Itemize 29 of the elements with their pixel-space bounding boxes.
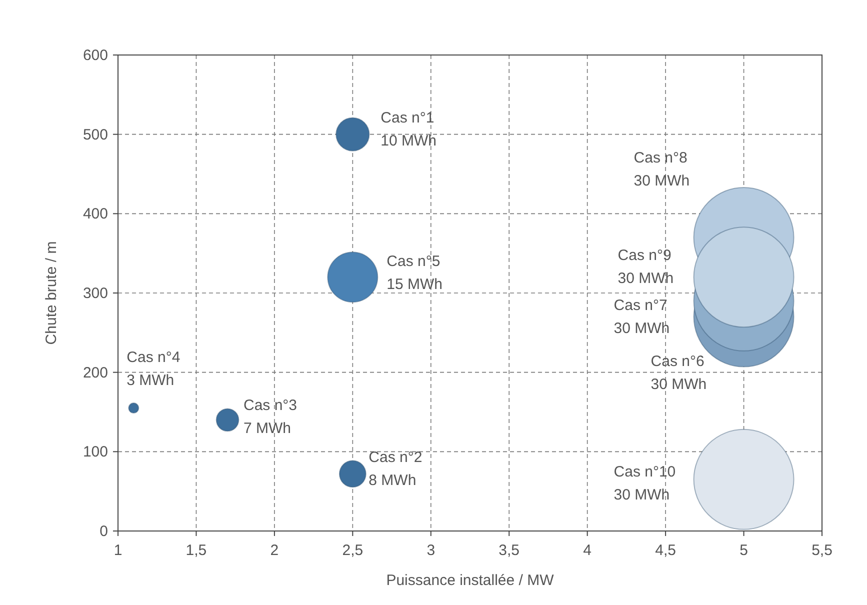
data-label: Cas n°7 30 MWh [614, 296, 670, 337]
x-tick-label: 1 [114, 542, 122, 559]
data-label: Cas n°10 30 MWh [614, 463, 676, 504]
x-tick-label: 5,5 [812, 542, 832, 559]
y-axis-title: Chute brute / m [43, 241, 60, 345]
data-label: Cas n°2 8 MWh [368, 448, 422, 489]
x-tick-label: 2,5 [342, 542, 364, 559]
x-tick-label: 3,5 [498, 542, 520, 559]
y-tick-label: 500 [82, 126, 108, 144]
data-label: Cas n°1 10 MWh [380, 109, 437, 150]
x-tick-label: 5 [740, 542, 748, 559]
data-label: Cas n°6 30 MWh [650, 352, 707, 393]
x-tick-label: 4,5 [655, 542, 676, 559]
x-tick-label: 3 [426, 542, 436, 559]
data-label: Cas n°4 3 MWh [126, 349, 180, 390]
x-tick-label: 1,5 [186, 542, 207, 559]
y-tick-label: 600 [82, 47, 108, 64]
y-tick-label: 0 [100, 523, 108, 540]
x-tick-label: 2 [270, 542, 279, 559]
data-label: Cas n°5 15 MWh [386, 253, 443, 294]
x-tick-label: 4 [583, 542, 592, 559]
data-label: Cas n°9 30 MWh [618, 247, 674, 288]
y-tick-label: 200 [82, 364, 108, 382]
y-tick-label: 100 [82, 444, 108, 461]
data-label: Cas n°3 7 MWh [244, 396, 298, 437]
x-axis-title: Puissance installée / MW [386, 572, 555, 589]
y-tick-label: 300 [82, 285, 108, 302]
y-tick-label: 400 [82, 206, 108, 223]
data-label: Cas n°8 30 MWh [634, 149, 690, 190]
